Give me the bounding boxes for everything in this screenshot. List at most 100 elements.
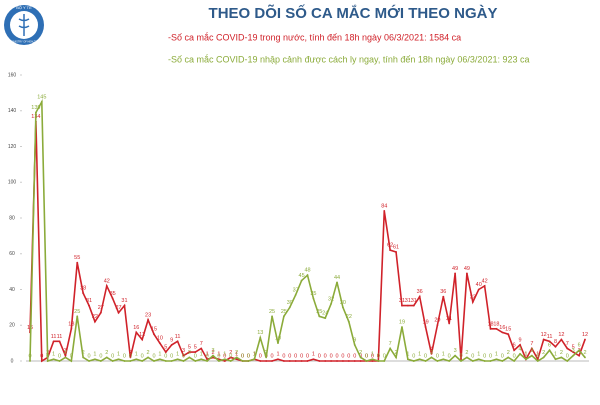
data-point: [111, 297, 114, 300]
data-label: 2: [235, 350, 238, 356]
data-label: 12: [541, 332, 547, 338]
data-point: [58, 340, 61, 343]
data-label: 62: [387, 243, 393, 249]
data-label: 48: [304, 268, 310, 274]
data-point: [389, 347, 392, 350]
data-label: 19: [423, 319, 429, 325]
data-label: 20: [434, 318, 440, 324]
data-point: [241, 360, 244, 362]
data-point: [359, 356, 362, 359]
data-label: 0: [353, 353, 356, 359]
data-point: [554, 358, 557, 361]
data-point: [442, 358, 445, 361]
data-point: [212, 354, 214, 357]
data-label: 0: [412, 353, 415, 359]
data-label: 1: [93, 352, 96, 358]
data-point: [501, 360, 504, 362]
data-label: 16: [499, 325, 505, 331]
data-point: [46, 360, 49, 362]
data-point: [395, 356, 397, 359]
data-label: 0: [271, 353, 274, 359]
data-label: 8: [554, 339, 557, 345]
data-label: 16: [133, 325, 139, 331]
data-label: 9: [519, 337, 522, 343]
data-label: 0: [217, 353, 220, 359]
data-label: 30: [287, 300, 293, 306]
data-label: 1: [524, 352, 527, 358]
data-point: [371, 358, 374, 361]
y-tick-label: 140: [8, 108, 17, 114]
data-point: [52, 340, 55, 343]
data-point: [235, 356, 238, 359]
data-point: [294, 360, 297, 362]
data-point: [176, 358, 179, 361]
data-label: 2: [465, 350, 468, 356]
data-label: 0: [206, 353, 209, 359]
data-point: [471, 360, 474, 362]
data-label: 24: [322, 311, 328, 317]
data-label: 9: [170, 337, 173, 343]
data-point: [406, 304, 409, 307]
data-label: 10: [275, 336, 281, 342]
data-point: [64, 354, 67, 357]
y-tick-label: 0: [11, 358, 14, 364]
logo-icon: [18, 14, 30, 36]
data-label: 18: [493, 321, 499, 327]
data-label: 0: [300, 353, 303, 359]
data-label: 7: [389, 341, 392, 347]
data-point: [324, 317, 327, 319]
data-label: 3: [572, 348, 575, 354]
data-label: 5: [164, 345, 167, 351]
data-label: 1: [477, 352, 480, 358]
data-label: 0: [566, 353, 569, 359]
data-point: [424, 326, 427, 328]
data-point: [406, 358, 409, 361]
data-point: [519, 344, 521, 346]
data-point: [353, 344, 356, 346]
data-label: 0: [223, 353, 226, 359]
data-label: 1: [276, 352, 279, 358]
data-label: 0: [489, 353, 492, 359]
data-point: [40, 100, 43, 103]
data-label: 1: [459, 352, 462, 358]
data-label: 1: [312, 352, 315, 358]
data-point: [105, 285, 108, 287]
data-label: 0: [141, 353, 144, 359]
data-point: [82, 292, 85, 294]
y-tick-label: 100: [8, 180, 17, 186]
data-label: 0: [46, 353, 49, 359]
data-point: [395, 251, 397, 253]
data-point: [495, 358, 498, 361]
data-label: 12: [582, 332, 588, 338]
data-point: [442, 295, 445, 298]
data-label: 5: [188, 345, 191, 351]
data-label: 2: [395, 350, 398, 356]
data-label: 0: [436, 353, 439, 359]
data-point: [223, 360, 226, 362]
data-label: 0: [377, 353, 380, 359]
data-label: 6: [513, 343, 516, 349]
data-point: [271, 315, 273, 318]
data-point: [347, 320, 350, 323]
data-point: [318, 315, 321, 318]
data-point: [82, 356, 85, 359]
data-label: 0: [282, 353, 285, 359]
data-point: [288, 306, 291, 309]
data-label: 2: [507, 350, 510, 356]
data-label: 45: [299, 273, 305, 279]
data-label: 0: [371, 353, 374, 359]
data-point: [548, 349, 551, 352]
data-label: 23: [145, 312, 151, 318]
data-label: 6: [578, 343, 581, 349]
data-point: [111, 360, 114, 362]
data-label: 25: [269, 309, 275, 315]
data-point: [436, 360, 439, 362]
data-point: [76, 315, 79, 318]
data-point: [294, 293, 297, 296]
legend-label: -Số ca mắc COVID-19 trong nước, tính đến…: [168, 32, 461, 42]
data-label: 27: [116, 305, 122, 311]
data-label: 40: [476, 282, 482, 288]
data-label: 1: [52, 352, 55, 358]
data-label: 0: [424, 353, 427, 359]
data-point: [265, 360, 268, 362]
